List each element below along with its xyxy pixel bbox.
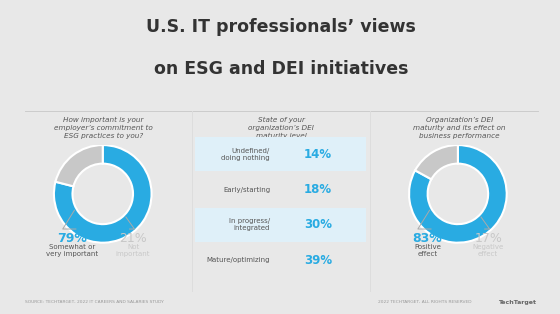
Text: Mature/optimizing: Mature/optimizing	[207, 257, 270, 263]
Text: TechTarget: TechTarget	[498, 300, 536, 305]
Text: 21%: 21%	[119, 232, 147, 245]
Wedge shape	[409, 145, 507, 243]
Text: 83%: 83%	[413, 232, 442, 245]
FancyBboxPatch shape	[195, 138, 366, 171]
Text: Organization’s DEI
maturity and its effect on
business performance: Organization’s DEI maturity and its effe…	[413, 117, 506, 139]
Text: Negative
effect: Negative effect	[473, 244, 504, 257]
Text: on ESG and DEI initiatives: on ESG and DEI initiatives	[154, 60, 409, 78]
Wedge shape	[54, 145, 152, 243]
Text: Somewhat or
very important: Somewhat or very important	[46, 244, 99, 257]
Text: 18%: 18%	[304, 183, 332, 196]
Text: Positive
effect: Positive effect	[414, 244, 441, 257]
Text: 79%: 79%	[58, 232, 87, 245]
Text: How important is your
employer’s commitment to
ESG practices to you?: How important is your employer’s commitm…	[54, 117, 153, 139]
Text: Early/starting: Early/starting	[223, 187, 270, 192]
Text: Undefined/
doing nothing: Undefined/ doing nothing	[221, 148, 270, 161]
FancyBboxPatch shape	[195, 208, 366, 242]
Text: 2022 TECHTARGET, ALL RIGHTS RESERVED: 2022 TECHTARGET, ALL RIGHTS RESERVED	[377, 300, 471, 304]
Wedge shape	[55, 145, 102, 186]
Text: 30%: 30%	[304, 219, 332, 231]
Text: U.S. IT professionals’ views: U.S. IT professionals’ views	[147, 18, 416, 36]
Text: 14%: 14%	[304, 148, 332, 161]
Wedge shape	[415, 145, 458, 179]
Text: Not
important: Not important	[116, 244, 150, 257]
Text: State of your
organization’s DEI
maturity level: State of your organization’s DEI maturit…	[249, 117, 314, 139]
Text: SOURCE: TECHTARGET, 2022 IT CAREERS AND SALARIES STUDY: SOURCE: TECHTARGET, 2022 IT CAREERS AND …	[25, 300, 164, 304]
Text: 17%: 17%	[474, 232, 502, 245]
Text: 39%: 39%	[304, 254, 332, 267]
Text: In progress/
integrated: In progress/ integrated	[229, 219, 270, 231]
